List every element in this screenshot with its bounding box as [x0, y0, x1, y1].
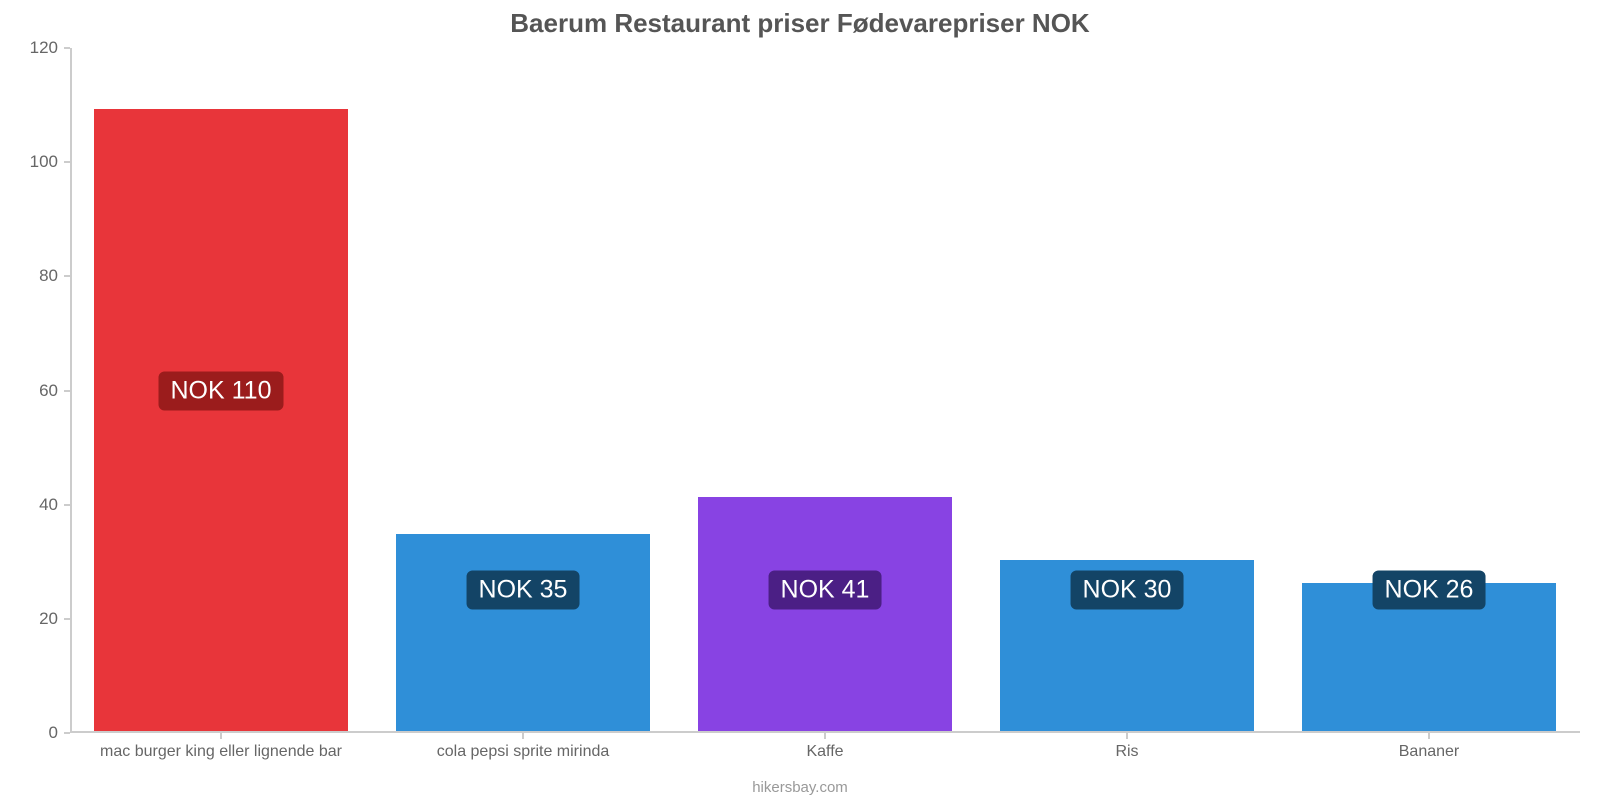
y-tick-label: 20: [10, 609, 70, 629]
price-bar-chart: Baerum Restaurant priser Fødevarepriser …: [0, 0, 1600, 800]
bar: [94, 109, 348, 731]
y-tick-label: 60: [10, 381, 70, 401]
y-tick-label: 120: [10, 38, 70, 58]
y-tick-label: 80: [10, 266, 70, 286]
y-axis: [70, 48, 72, 733]
x-tick-label: cola pepsi sprite mirinda: [437, 733, 610, 761]
y-tick-label: 100: [10, 152, 70, 172]
x-tick-label: Kaffe: [806, 733, 843, 761]
bar: [698, 497, 952, 731]
chart-title: Baerum Restaurant priser Fødevarepriser …: [0, 8, 1600, 39]
y-tick-label: 0: [10, 723, 70, 743]
y-tick-label: 40: [10, 495, 70, 515]
x-tick-label: Bananer: [1399, 733, 1460, 761]
value-badge: NOK 26: [1373, 571, 1486, 610]
x-tick-label: mac burger king eller lignende bar: [100, 733, 342, 761]
value-badge: NOK 35: [467, 571, 580, 610]
value-badge: NOK 110: [159, 371, 284, 410]
value-badge: NOK 30: [1071, 571, 1184, 610]
credit-text: hikersbay.com: [0, 779, 1600, 796]
plot-area: 020406080100120NOK 110mac burger king el…: [70, 48, 1580, 733]
x-tick-label: Ris: [1115, 733, 1138, 761]
value-badge: NOK 41: [769, 571, 882, 610]
bar: [396, 534, 650, 731]
